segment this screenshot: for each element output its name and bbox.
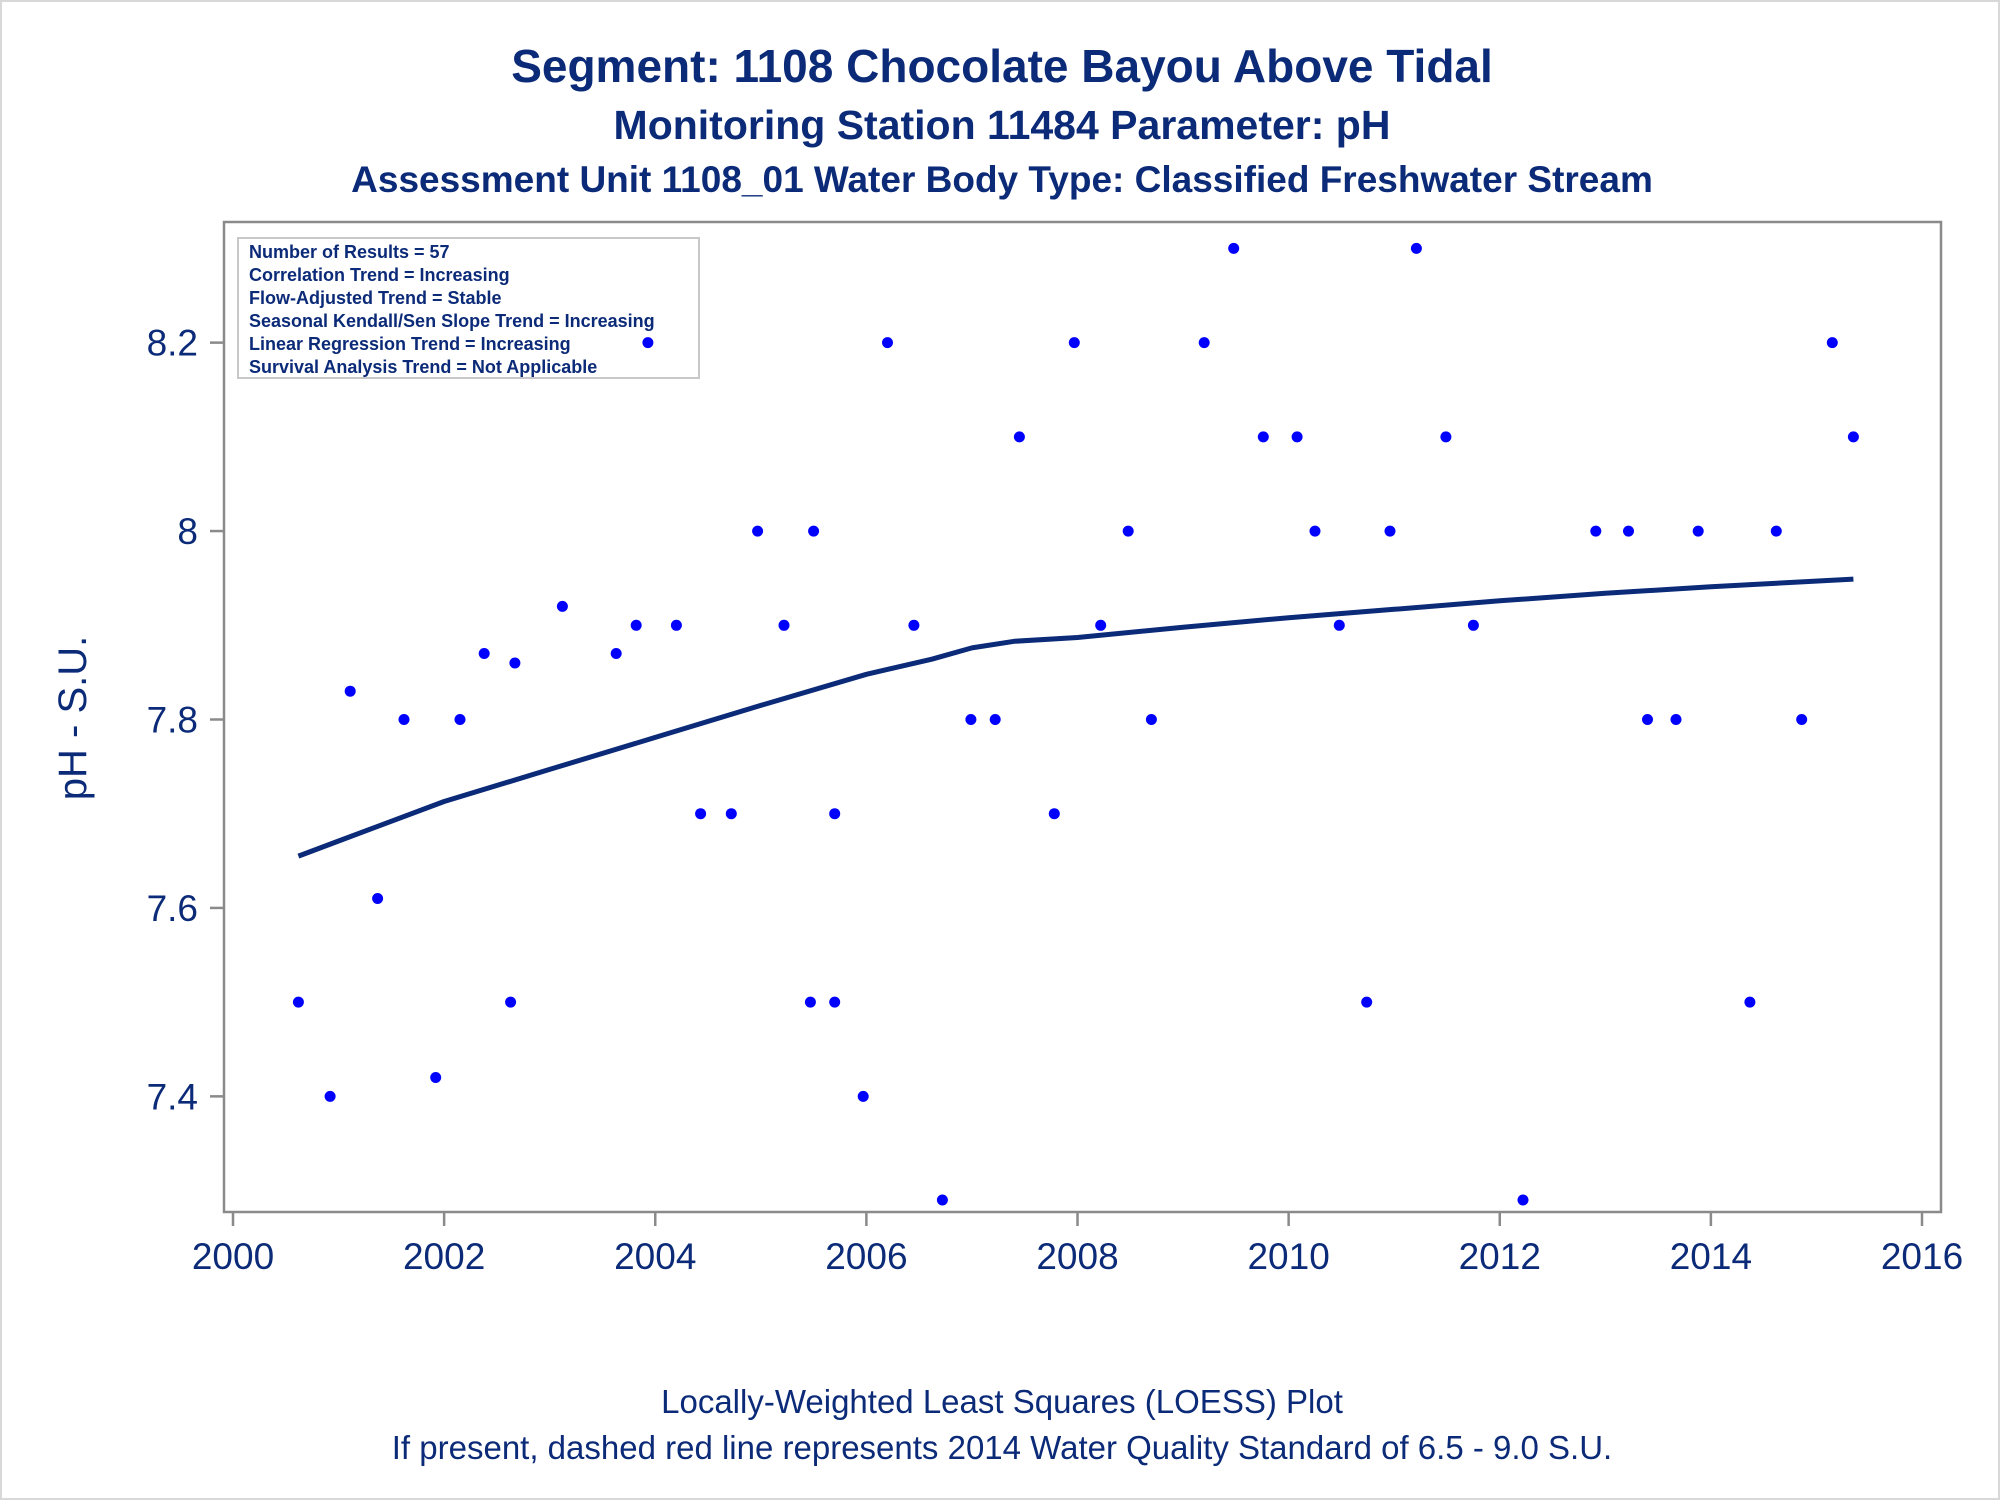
data-point (292, 996, 304, 1008)
data-point (398, 714, 410, 725)
x-tick-label: 2016 (1881, 1236, 1963, 1277)
data-point (882, 337, 893, 349)
y-tick-label: 7.4 (147, 1076, 198, 1117)
data-point (344, 685, 356, 697)
data-point (1796, 714, 1808, 725)
footnote-1: Locally-Weighted Least Squares (LOESS) P… (661, 1383, 1343, 1420)
y-tick-label: 8 (177, 511, 198, 552)
stats-box: Number of Results = 57 Correlation Trend … (237, 237, 700, 379)
data-point (1228, 242, 1240, 254)
data-point (936, 1194, 948, 1206)
loess-line (297, 576, 1854, 859)
data-point (804, 996, 816, 1008)
x-tick-label: 2008 (1036, 1236, 1118, 1277)
data-point (430, 1072, 442, 1083)
data-point (1826, 337, 1838, 349)
data-point (556, 600, 568, 612)
data-point (695, 808, 707, 820)
x-tick-label: 2002 (403, 1236, 485, 1277)
data-point (630, 619, 642, 631)
data-point (1642, 714, 1653, 725)
stats-line: Seasonal Kendall/Sen Slope Trend = Incre… (249, 311, 655, 331)
data-point (752, 525, 764, 537)
data-point (989, 714, 1001, 725)
data-point (642, 337, 654, 349)
chart-subtitle: Monitoring Station 11484 Parameter: pH (614, 102, 1391, 148)
data-point (1692, 525, 1704, 537)
stats-line: Correlation Trend = Increasing (249, 265, 510, 285)
axes: 2000 2002 2004 2006 2008 2010 2012 2014 2016 7.4 7… (147, 323, 1964, 1277)
data-point (1590, 525, 1602, 537)
data-point (829, 808, 841, 820)
data-point (454, 714, 466, 725)
y-axis-label: pH - S.U. (51, 636, 95, 800)
data-point (1198, 337, 1210, 349)
data-point (1333, 619, 1345, 631)
stats-line: Linear Regression Trend = Increasing (249, 334, 571, 354)
data-point (372, 893, 384, 904)
data-point (1068, 337, 1080, 349)
data-point (1048, 808, 1060, 820)
data-point (1361, 996, 1373, 1008)
stats-line: Flow-Adjusted Trend = Stable (249, 288, 502, 308)
data-point (1440, 431, 1452, 443)
data-point (670, 619, 682, 631)
x-tick-label: 2000 (192, 1236, 274, 1277)
data-point (908, 619, 920, 631)
data-point (1309, 525, 1321, 537)
data-point (829, 996, 841, 1008)
data-point (1847, 431, 1859, 443)
plot-area (222, 220, 1943, 1214)
x-tick-label: 2004 (614, 1236, 696, 1277)
y-tick-label: 7.6 (147, 888, 198, 929)
x-tick-label: 2006 (825, 1236, 907, 1277)
data-point (1095, 619, 1107, 631)
data-point (1410, 242, 1422, 254)
y-tick-label: 7.8 (147, 700, 198, 741)
y-tick-label: 8.2 (147, 323, 198, 364)
chart-marks (292, 242, 1859, 1206)
x-tick-label: 2010 (1247, 1236, 1329, 1277)
data-point (1517, 1194, 1529, 1206)
stats-line: Survival Analysis Trend = Not Applicable (249, 357, 597, 377)
data-point (778, 619, 790, 631)
data-point (1145, 714, 1157, 725)
footnote-2: If present, dashed red line represents 2… (392, 1429, 1612, 1466)
stats-box-border (237, 237, 700, 379)
data-point (1384, 525, 1396, 537)
data-point (725, 808, 737, 820)
data-point (505, 996, 517, 1008)
data-point (1013, 431, 1025, 443)
data-point (324, 1090, 336, 1102)
stats-line: Number of Results = 57 (249, 242, 450, 262)
data-point (1467, 619, 1479, 631)
x-tick-label: 2012 (1459, 1236, 1541, 1277)
data-point (965, 714, 977, 725)
data-point (610, 648, 622, 659)
chart-subtitle-2: Assessment Unit 1108_01 Water Body Type:… (351, 159, 1653, 200)
chart-title: Segment: 1108 Chocolate Bayou Above Tida… (511, 40, 1493, 92)
data-point (1770, 525, 1782, 537)
data-point (1122, 525, 1134, 537)
data-point (808, 525, 820, 537)
data-point (1670, 714, 1682, 725)
data-point (1257, 431, 1269, 443)
x-tick-label: 2014 (1670, 1236, 1752, 1277)
data-point (478, 648, 490, 659)
data-point (509, 657, 521, 669)
data-point (857, 1090, 869, 1102)
data-point (1744, 996, 1756, 1008)
data-point (1623, 525, 1634, 537)
data-point (1291, 431, 1303, 443)
